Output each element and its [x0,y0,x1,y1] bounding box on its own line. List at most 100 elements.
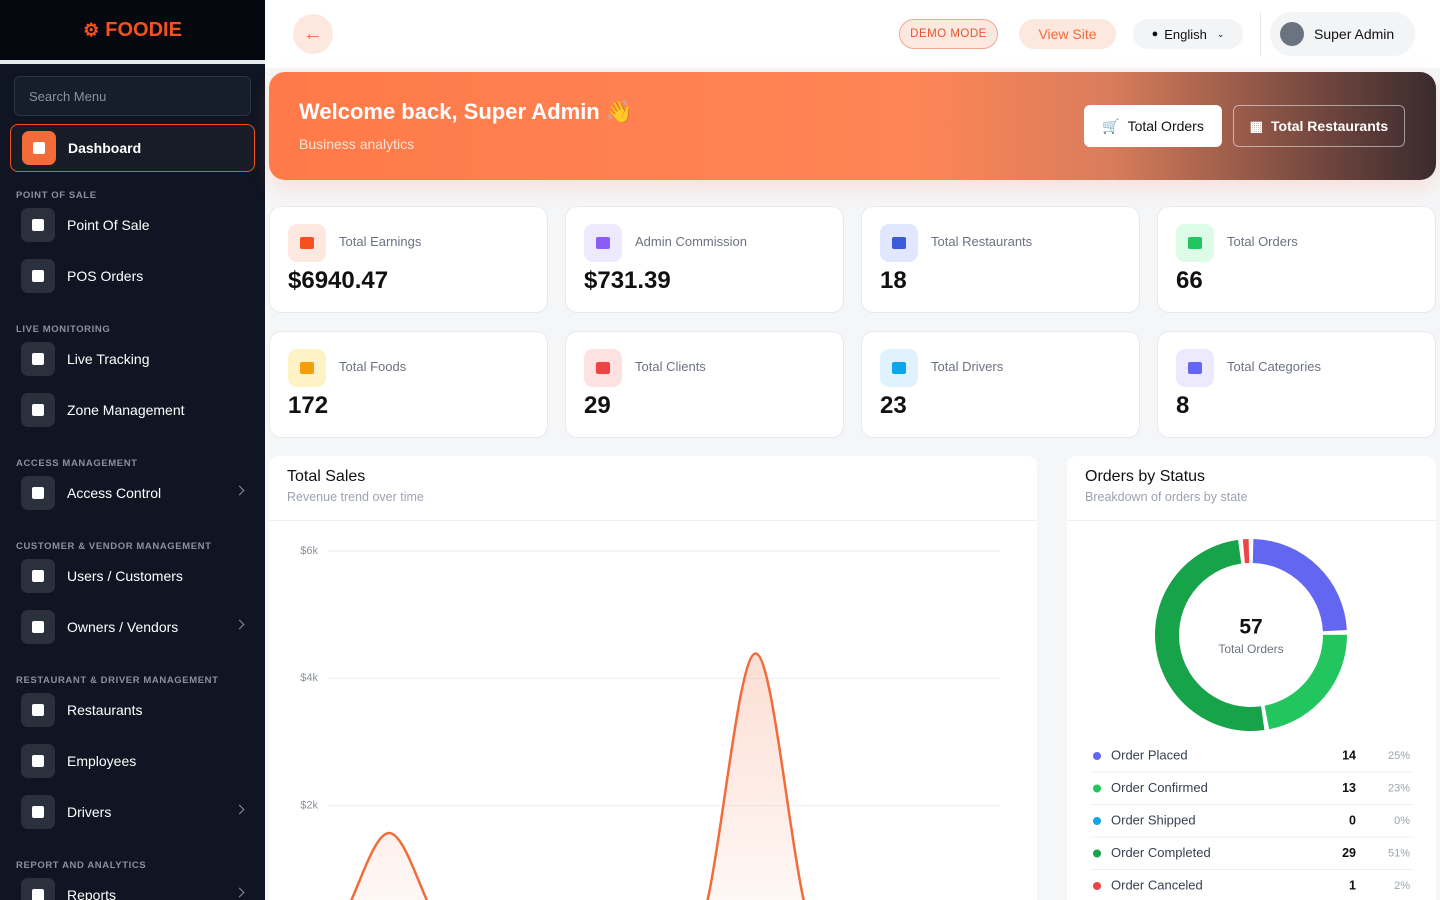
nav-label: Reports [67,887,117,900]
nav-item-active[interactable]: Dashboard [10,124,255,172]
nav-item[interactable]: Reports [10,871,255,900]
y-tick-label: $2k [300,800,318,812]
section-title: REPORT AND ANALYTICS [16,860,147,871]
stat-card: Total Drivers 23 [861,331,1140,438]
glyph [32,755,44,767]
total-restaurants-button[interactable]: ▦ Total Restaurants [1233,105,1405,147]
section-title: RESTAURANT & DRIVER MANAGEMENT [16,675,219,686]
stat-icon [288,349,326,387]
stat-card: Total Earnings $6940.47 [269,206,548,313]
glyph [1188,237,1202,249]
nav-label: Access Control [67,485,162,501]
glyph [1188,362,1202,374]
legend-percent: 23% [1388,782,1410,794]
nav-item[interactable]: Users / Customers [10,552,255,600]
stat-label: Total Drivers [931,359,1004,374]
nav-icon [21,610,55,644]
nav-label: Drivers [67,804,112,820]
donut-segment [1252,539,1347,632]
section-title: CUSTOMER & VENDOR MANAGEMENT [16,541,212,552]
legend-percent: 0% [1394,815,1410,827]
stat-card: Total Orders 66 [1157,206,1436,313]
legend-label: Order Placed [1111,747,1188,762]
nav-label: Point Of Sale [67,217,150,233]
donut-segment [1242,539,1250,564]
back-button[interactable]: ← [293,14,333,54]
glyph [892,237,906,249]
nav-item[interactable]: POS Orders [10,252,255,300]
glyph [32,219,44,231]
nav-item[interactable]: Owners / Vendors [10,603,255,651]
welcome-banner: Welcome back, Super Admin 👋 Business ana… [269,72,1436,180]
legend-label: Order Shipped [1111,812,1196,827]
nav-icon [21,744,55,778]
glyph [596,362,610,374]
glyph [33,142,45,154]
legend-dot [1093,752,1101,760]
stat-value: 23 [880,392,907,419]
glyph [596,237,610,249]
avatar [1280,22,1304,46]
stat-value: $6940.47 [288,267,389,294]
user-menu[interactable]: Super Admin [1270,12,1415,56]
banner-subtitle: Business analytics [299,136,415,152]
stat-label: Total Categories [1227,359,1321,374]
nav-icon [21,559,55,593]
search-input[interactable]: Search Menu [14,76,251,116]
stat-icon [288,224,326,262]
chart-title: Total Sales [287,468,366,485]
stat-value: $731.39 [584,267,671,294]
glyph [892,362,906,374]
nav-icon [21,476,55,510]
legend-count: 13 [1342,781,1356,795]
nav-item[interactable]: Point Of Sale [10,201,255,249]
language-select[interactable]: ● English ⌄ [1133,19,1243,49]
view-site-button[interactable]: View Site [1019,19,1116,49]
nav-label: POS Orders [67,268,144,284]
stat-icon [584,349,622,387]
banner-title: Welcome back, Super Admin 👋 [299,99,634,124]
glyph [300,237,314,249]
chevron [234,619,245,630]
legend-percent: 25% [1388,750,1410,762]
nav-item[interactable]: Restaurants [10,686,255,734]
legend-count: 1 [1349,878,1356,892]
glyph [32,270,44,282]
nav-icon [21,342,55,376]
stat-value: 29 [584,392,611,419]
donut-total-label: Total Orders [1218,642,1283,656]
nav-icon [21,878,55,900]
stat-card: Total Foods 172 [269,331,548,438]
nav-icon [21,795,55,829]
legend-count: 14 [1342,748,1356,762]
nav-item[interactable]: Live Tracking [10,335,255,383]
legend-dot [1093,882,1101,890]
stat-label: Total Earnings [339,234,422,249]
stat-icon [880,349,918,387]
nav-item[interactable]: Employees [10,737,255,785]
nav-icon [21,208,55,242]
nav-label: Employees [67,753,137,769]
legend-label: Order Canceled [1111,877,1203,892]
glyph [32,570,44,582]
section-title: POINT OF SALE [16,190,97,201]
nav-icon [22,131,56,165]
language-label: English [1164,26,1207,42]
divider [269,520,1037,521]
nav-item[interactable]: Zone Management [10,386,255,434]
stat-card: Admin Commission $731.39 [565,206,844,313]
stat-label: Total Orders [1227,234,1298,249]
nav-item[interactable]: Access Control [10,469,255,517]
nav-label: Restaurants [67,702,143,718]
chevron [234,485,245,496]
total-orders-button[interactable]: 🛒 Total Orders [1084,105,1222,147]
header: ← DEMO MODE View Site ● English ⌄ Super Ad… [265,0,1440,68]
divider [1067,520,1436,521]
nav-item[interactable]: Drivers [10,788,255,836]
brand[interactable]: ⚙ FOODIE [0,0,265,64]
legend-percent: 2% [1394,880,1410,892]
button-label: Total Orders [1127,118,1204,134]
demo-badge: DEMO MODE [899,19,998,49]
chevron [234,887,245,898]
nav-label: Zone Management [67,402,185,418]
